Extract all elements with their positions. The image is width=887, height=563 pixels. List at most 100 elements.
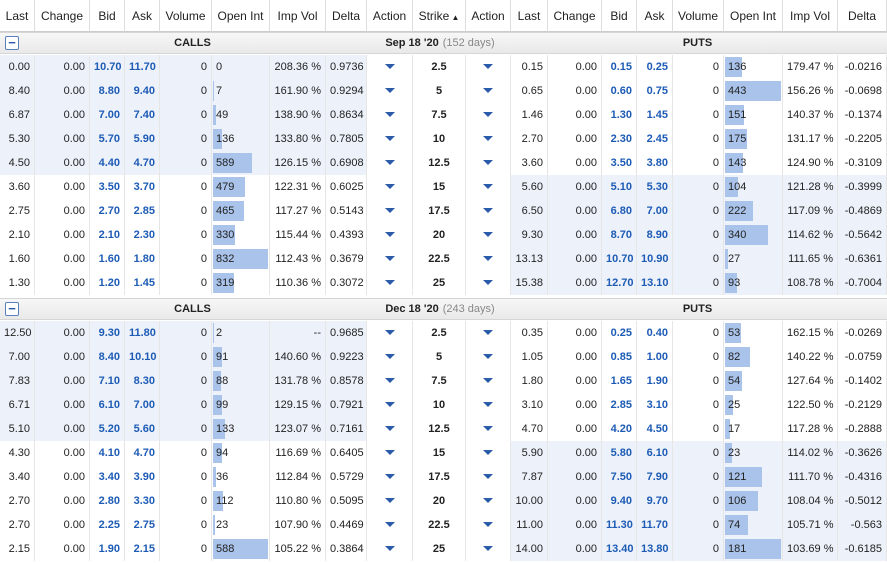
open-int-bar	[725, 105, 745, 125]
action-dropdown[interactable]	[466, 79, 511, 103]
change: 0.00	[35, 321, 90, 345]
action-dropdown[interactable]	[466, 369, 511, 393]
days: (152 days)	[442, 37, 495, 49]
open-int-value: 74	[728, 519, 741, 531]
last: 2.15	[0, 537, 35, 561]
last: 3.60	[0, 175, 35, 199]
action-dropdown[interactable]	[367, 79, 413, 103]
action-dropdown[interactable]	[466, 321, 511, 345]
bid: 0.85	[602, 345, 637, 369]
action-dropdown[interactable]	[367, 345, 413, 369]
delta: 0.9685	[326, 321, 367, 345]
dropdown-arrow	[483, 208, 493, 214]
volume: 0	[673, 271, 724, 295]
dropdown-arrow	[384, 474, 395, 480]
bid: 1.65	[602, 369, 637, 393]
action-dropdown[interactable]	[367, 55, 413, 79]
open-int-cell: 99	[212, 393, 270, 417]
action-dropdown[interactable]	[466, 417, 511, 441]
action-dropdown[interactable]	[367, 151, 413, 175]
action-dropdown[interactable]	[466, 489, 511, 513]
open-int-value: 2	[216, 327, 223, 339]
action-dropdown[interactable]	[466, 175, 511, 199]
column-header: Delta	[838, 0, 887, 32]
dropdown-arrow	[483, 160, 493, 166]
action-dropdown[interactable]	[466, 223, 511, 247]
collapse-button[interactable]: −	[5, 36, 19, 50]
action-dropdown[interactable]	[367, 465, 413, 489]
action-dropdown[interactable]	[367, 513, 413, 537]
last: 4.70	[511, 417, 548, 441]
delta: 0.9294	[326, 79, 367, 103]
open-int-cell: 54	[724, 369, 783, 393]
action-dropdown[interactable]	[466, 247, 511, 271]
last: 9.30	[511, 223, 548, 247]
ask: 7.90	[637, 465, 673, 489]
dropdown-arrow	[483, 402, 493, 408]
action-dropdown[interactable]	[367, 175, 413, 199]
action-dropdown[interactable]	[466, 199, 511, 223]
open-int-cell: 589	[212, 151, 270, 175]
volume: 0	[673, 489, 724, 513]
volume: 0	[160, 55, 212, 79]
action-dropdown[interactable]	[367, 537, 413, 561]
delta: -0.1374	[838, 103, 887, 127]
action-dropdown[interactable]	[367, 321, 413, 345]
collapse-button[interactable]: −	[5, 302, 19, 316]
last: 1.30	[0, 271, 35, 295]
open-int-value: 104	[728, 181, 747, 193]
open-int-value: 54	[728, 375, 741, 387]
action-dropdown[interactable]	[367, 369, 413, 393]
dropdown-arrow	[384, 330, 395, 336]
action-dropdown[interactable]	[466, 345, 511, 369]
action-dropdown[interactable]	[367, 127, 413, 151]
ask: 13.80	[637, 537, 673, 561]
delta: -0.7004	[838, 271, 887, 295]
action-dropdown[interactable]	[367, 271, 413, 295]
open-int-cell: 36	[212, 465, 270, 489]
strike: 2.5	[413, 55, 466, 79]
imp-vol: 112.43 %	[270, 247, 326, 271]
action-dropdown[interactable]	[367, 393, 413, 417]
action-dropdown[interactable]	[466, 103, 511, 127]
delta: -0.3109	[838, 151, 887, 175]
action-dropdown[interactable]	[367, 223, 413, 247]
action-dropdown[interactable]	[367, 247, 413, 271]
open-int-value: 330	[216, 229, 235, 241]
change: 0.00	[35, 103, 90, 127]
action-dropdown[interactable]	[466, 151, 511, 175]
column-header: Open Int	[724, 0, 783, 32]
action-dropdown[interactable]	[367, 489, 413, 513]
action-dropdown[interactable]	[466, 127, 511, 151]
bid: 4.10	[90, 441, 125, 465]
ask: 7.00	[125, 393, 160, 417]
open-int-value: 136	[728, 61, 747, 73]
action-dropdown[interactable]	[367, 103, 413, 127]
action-dropdown[interactable]	[466, 441, 511, 465]
strike: 10	[413, 393, 466, 417]
column-header[interactable]: Strike ▲	[413, 0, 466, 32]
volume: 0	[673, 175, 724, 199]
action-dropdown[interactable]	[367, 199, 413, 223]
delta: 0.9223	[326, 345, 367, 369]
ask: 1.00	[637, 345, 673, 369]
sort-icon: ▲	[449, 13, 460, 22]
column-header: Bid	[90, 0, 125, 32]
ask: 5.30	[637, 175, 673, 199]
action-dropdown[interactable]	[367, 441, 413, 465]
open-int-value: 121	[728, 471, 747, 483]
action-dropdown[interactable]	[367, 417, 413, 441]
change: 0.00	[548, 537, 602, 561]
imp-vol: 179.47 %	[783, 55, 838, 79]
ask: 8.30	[125, 369, 160, 393]
action-dropdown[interactable]	[466, 465, 511, 489]
volume: 0	[673, 537, 724, 561]
open-int-cell: 340	[724, 223, 783, 247]
action-dropdown[interactable]	[466, 271, 511, 295]
action-dropdown[interactable]	[466, 393, 511, 417]
volume: 0	[160, 441, 212, 465]
change: 0.00	[35, 537, 90, 561]
action-dropdown[interactable]	[466, 55, 511, 79]
action-dropdown[interactable]	[466, 513, 511, 537]
action-dropdown[interactable]	[466, 537, 511, 561]
